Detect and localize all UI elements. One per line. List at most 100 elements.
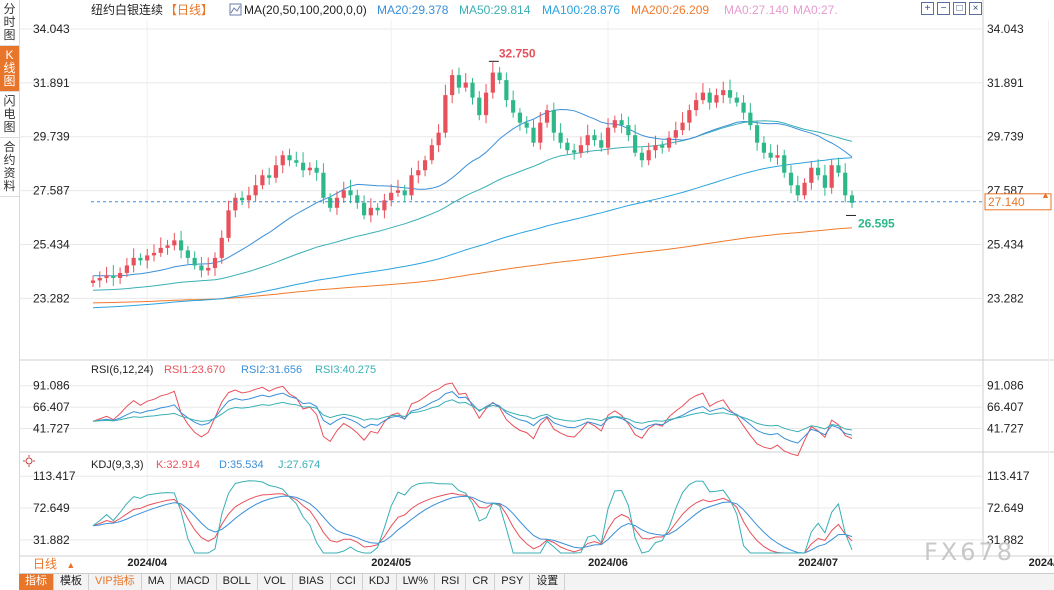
price-tick-right: 29.739: [987, 130, 1024, 144]
time-tick: 2024/08: [1029, 557, 1054, 569]
tab-contract-info[interactable]: 合约资料: [0, 138, 19, 197]
candle-body: [490, 72, 495, 93]
rsi2-value: RSI2:31.656: [241, 364, 302, 376]
candle-body: [151, 252, 157, 256]
candle-body: [375, 207, 380, 211]
candle-body: [416, 170, 421, 176]
tab-time-chart[interactable]: 分时图: [0, 0, 19, 46]
candle-body: [314, 167, 319, 173]
candle-body: [809, 167, 814, 183]
candle-body: [253, 185, 258, 196]
kdj-tick-right: 113.417: [987, 469, 1030, 483]
grid: [19, 0, 1054, 557]
candle-body: [687, 110, 692, 123]
candle-body: [97, 277, 102, 281]
ma-settings-icon[interactable]: [229, 3, 242, 16]
candle-body: [178, 240, 184, 251]
candle-body: [212, 257, 218, 268]
candle-body: [572, 150, 577, 153]
candle-body: [755, 125, 760, 143]
indicator-tab-4[interactable]: MACD: [171, 574, 217, 590]
candle-body: [368, 207, 373, 216]
period-selector[interactable]: 日线 ▲: [19, 556, 89, 572]
candle-body: [233, 197, 238, 211]
indicator-tab-11[interactable]: RSI: [435, 574, 467, 590]
ma50-value: MA50:29.814: [459, 3, 531, 17]
candle-body: [694, 100, 699, 111]
candle-body: [328, 197, 333, 208]
candle-body: [409, 175, 414, 196]
candle-body: [565, 142, 570, 151]
current-price-tag: [984, 193, 1052, 211]
candle-body: [646, 150, 651, 161]
maximize-icon[interactable]: □: [953, 2, 966, 15]
close-icon[interactable]: ×: [969, 2, 982, 15]
kdj-tick-left: 113.417: [33, 469, 76, 483]
ma100-value: MA100:28.876: [542, 3, 620, 17]
candle-body: [341, 190, 346, 198]
indicator-tab-0[interactable]: 指标: [19, 574, 54, 590]
candle-body: [321, 172, 326, 198]
candle-body: [361, 202, 367, 216]
indicator-tab-5[interactable]: BOLL: [217, 574, 258, 590]
kdj-k-value: K:32.914: [156, 459, 200, 471]
indicator-tab-2[interactable]: VIP指标: [89, 574, 142, 590]
expand-icon[interactable]: +: [921, 2, 934, 15]
ma0-value-a: MA0:27.140: [724, 3, 789, 17]
candle-body: [429, 145, 434, 161]
candle-body: [219, 237, 224, 258]
period-label: 日线: [33, 557, 58, 571]
ma200-value: MA200:26.209: [631, 3, 709, 17]
indicator-tab-9[interactable]: KDJ: [363, 574, 397, 590]
kdj-j-line: [92, 480, 853, 554]
indicator-tab-10[interactable]: LW%: [397, 574, 436, 590]
candle-body: [666, 137, 672, 148]
candle-body: [477, 97, 482, 116]
time-tick: 2024/04: [127, 557, 168, 569]
price-tick-right: 25.434: [987, 238, 1024, 252]
candle-body: [199, 265, 204, 271]
indicator-tab-8[interactable]: CCI: [331, 574, 363, 590]
candle-body: [497, 72, 502, 81]
candle-body: [605, 127, 611, 148]
time-tick: 2024/05: [371, 557, 411, 569]
candle-body: [138, 257, 143, 261]
indicator-tab-7[interactable]: BIAS: [293, 574, 331, 590]
high-label: 32.750: [499, 46, 536, 60]
indicator-tab-13[interactable]: PSY: [495, 574, 531, 590]
candle-body: [443, 95, 448, 133]
candle-body: [836, 165, 841, 173]
candle-body: [524, 122, 529, 128]
time-tick: 2024/06: [588, 557, 628, 569]
candle-body: [402, 190, 407, 196]
ma0-value-b: MA0:27.: [793, 3, 838, 17]
shrink-icon[interactable]: −: [937, 2, 950, 15]
tab-flash-chart[interactable]: 闪电图: [0, 92, 19, 138]
rsi2-line: [92, 391, 853, 444]
kdj-settings-icon[interactable]: [23, 455, 35, 467]
sidebar: 分时图 K线图 闪电图 合约资料: [0, 0, 20, 589]
indicator-tab-14[interactable]: 设置: [530, 574, 566, 590]
kdj-tick-left: 72.649: [33, 501, 70, 515]
rsi-tick-left: 91.086: [33, 379, 70, 393]
indicator-tab-6[interactable]: VOL: [258, 574, 293, 590]
candle-body: [653, 145, 658, 151]
indicator-tab-1[interactable]: 模板: [54, 574, 89, 590]
indicator-tab-3[interactable]: MA: [142, 574, 172, 590]
indicator-tab-12[interactable]: CR: [466, 574, 496, 590]
price-tick-left: 27.587: [33, 184, 70, 198]
candle-body: [782, 155, 787, 173]
candle-body: [260, 175, 265, 186]
candle-body: [239, 197, 245, 201]
candle-body: [741, 102, 746, 113]
chart-area[interactable]: 32.750 26.595 34.043 34.043 31.891 31.891 29.…: [19, 0, 1054, 573]
price-tick-right: 23.282: [987, 291, 1024, 305]
candle-body: [206, 267, 211, 271]
tab-kline-chart[interactable]: K线图: [0, 46, 19, 92]
price-tick-left: 23.282: [33, 291, 70, 305]
period-tag: 【日线】: [165, 3, 213, 17]
candle-body: [748, 112, 753, 126]
candle-body: [707, 92, 712, 103]
candle-body: [382, 200, 387, 211]
candle-body: [592, 135, 597, 141]
